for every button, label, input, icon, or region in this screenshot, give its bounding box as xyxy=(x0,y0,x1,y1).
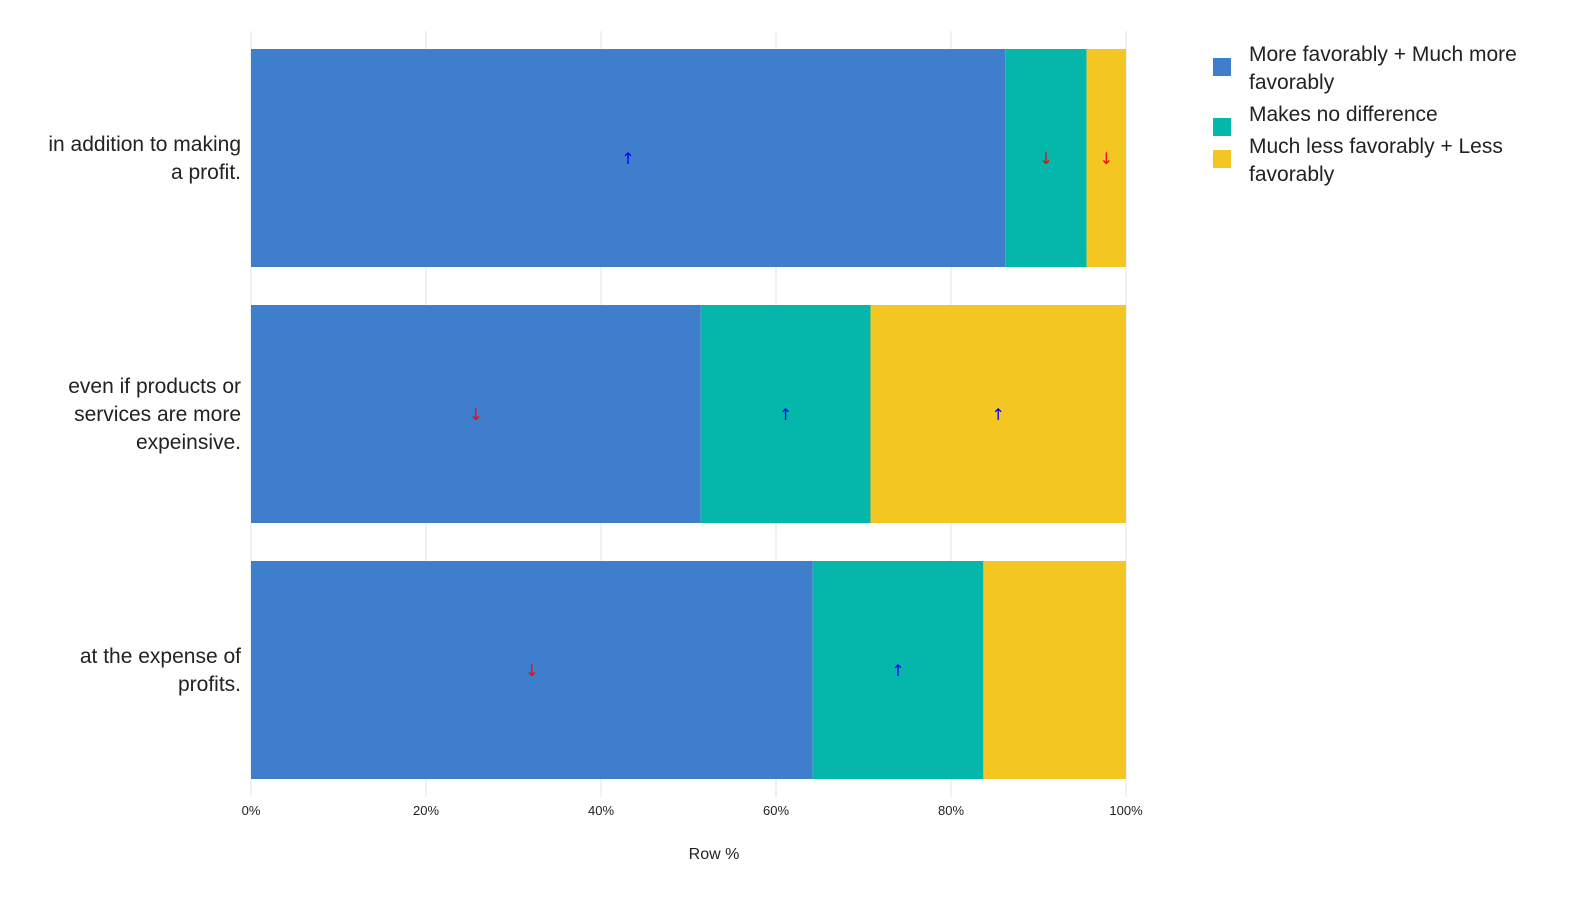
legend: More favorably + Much more favorably Makes… xyxy=(1213,43,1517,186)
bar-segments xyxy=(251,49,1126,779)
legend-label: More favorably + Much more favorably xyxy=(1249,43,1517,94)
x-tick-labels: 0% 20% 40% 60% 80% 100% xyxy=(242,803,1143,818)
significance-arrows: ↑ ↓ ↓ ↓ ↑ ↑ ↓ ↑ xyxy=(469,149,1113,680)
legend-label: Much less favorably + Less favorably xyxy=(1249,135,1503,186)
x-tick-label: 20% xyxy=(413,803,439,818)
legend-label: Makes no difference xyxy=(1249,103,1438,126)
bar-segment xyxy=(1086,49,1126,267)
x-tick-label: 40% xyxy=(588,803,614,818)
bar-segment xyxy=(700,305,871,523)
x-tick-label: 80% xyxy=(938,803,964,818)
x-axis-title: Row % xyxy=(689,846,740,863)
category-label: at the expense of profits. xyxy=(80,645,241,696)
bar-segment xyxy=(251,305,701,523)
category-label: in addition to making a profit. xyxy=(48,133,241,184)
bar-segment xyxy=(983,561,1126,779)
significance-arrow: ↓ xyxy=(525,661,538,680)
bar-segment xyxy=(870,305,1126,523)
significance-arrow: ↑ xyxy=(891,661,904,680)
category-label: even if products or services are more expe… xyxy=(68,375,241,454)
legend-swatch xyxy=(1213,118,1231,136)
significance-arrow: ↓ xyxy=(1100,149,1113,168)
significance-arrow: ↓ xyxy=(469,405,482,424)
x-tick-label: 60% xyxy=(763,803,789,818)
legend-swatch xyxy=(1213,150,1231,168)
significance-arrow: ↓ xyxy=(1039,149,1052,168)
significance-arrow: ↑ xyxy=(992,405,1005,424)
significance-arrow: ↑ xyxy=(779,405,792,424)
bar-segment xyxy=(1005,49,1087,267)
x-tick-label: 0% xyxy=(242,803,261,818)
significance-arrow: ↑ xyxy=(621,149,634,168)
bar-segment xyxy=(812,561,984,779)
legend-swatch xyxy=(1213,58,1231,76)
bar-segment xyxy=(251,49,1006,267)
category-labels: in addition to making a profit. even if pr… xyxy=(48,133,241,696)
bar-segment xyxy=(251,561,813,779)
x-tick-label: 100% xyxy=(1109,803,1143,818)
